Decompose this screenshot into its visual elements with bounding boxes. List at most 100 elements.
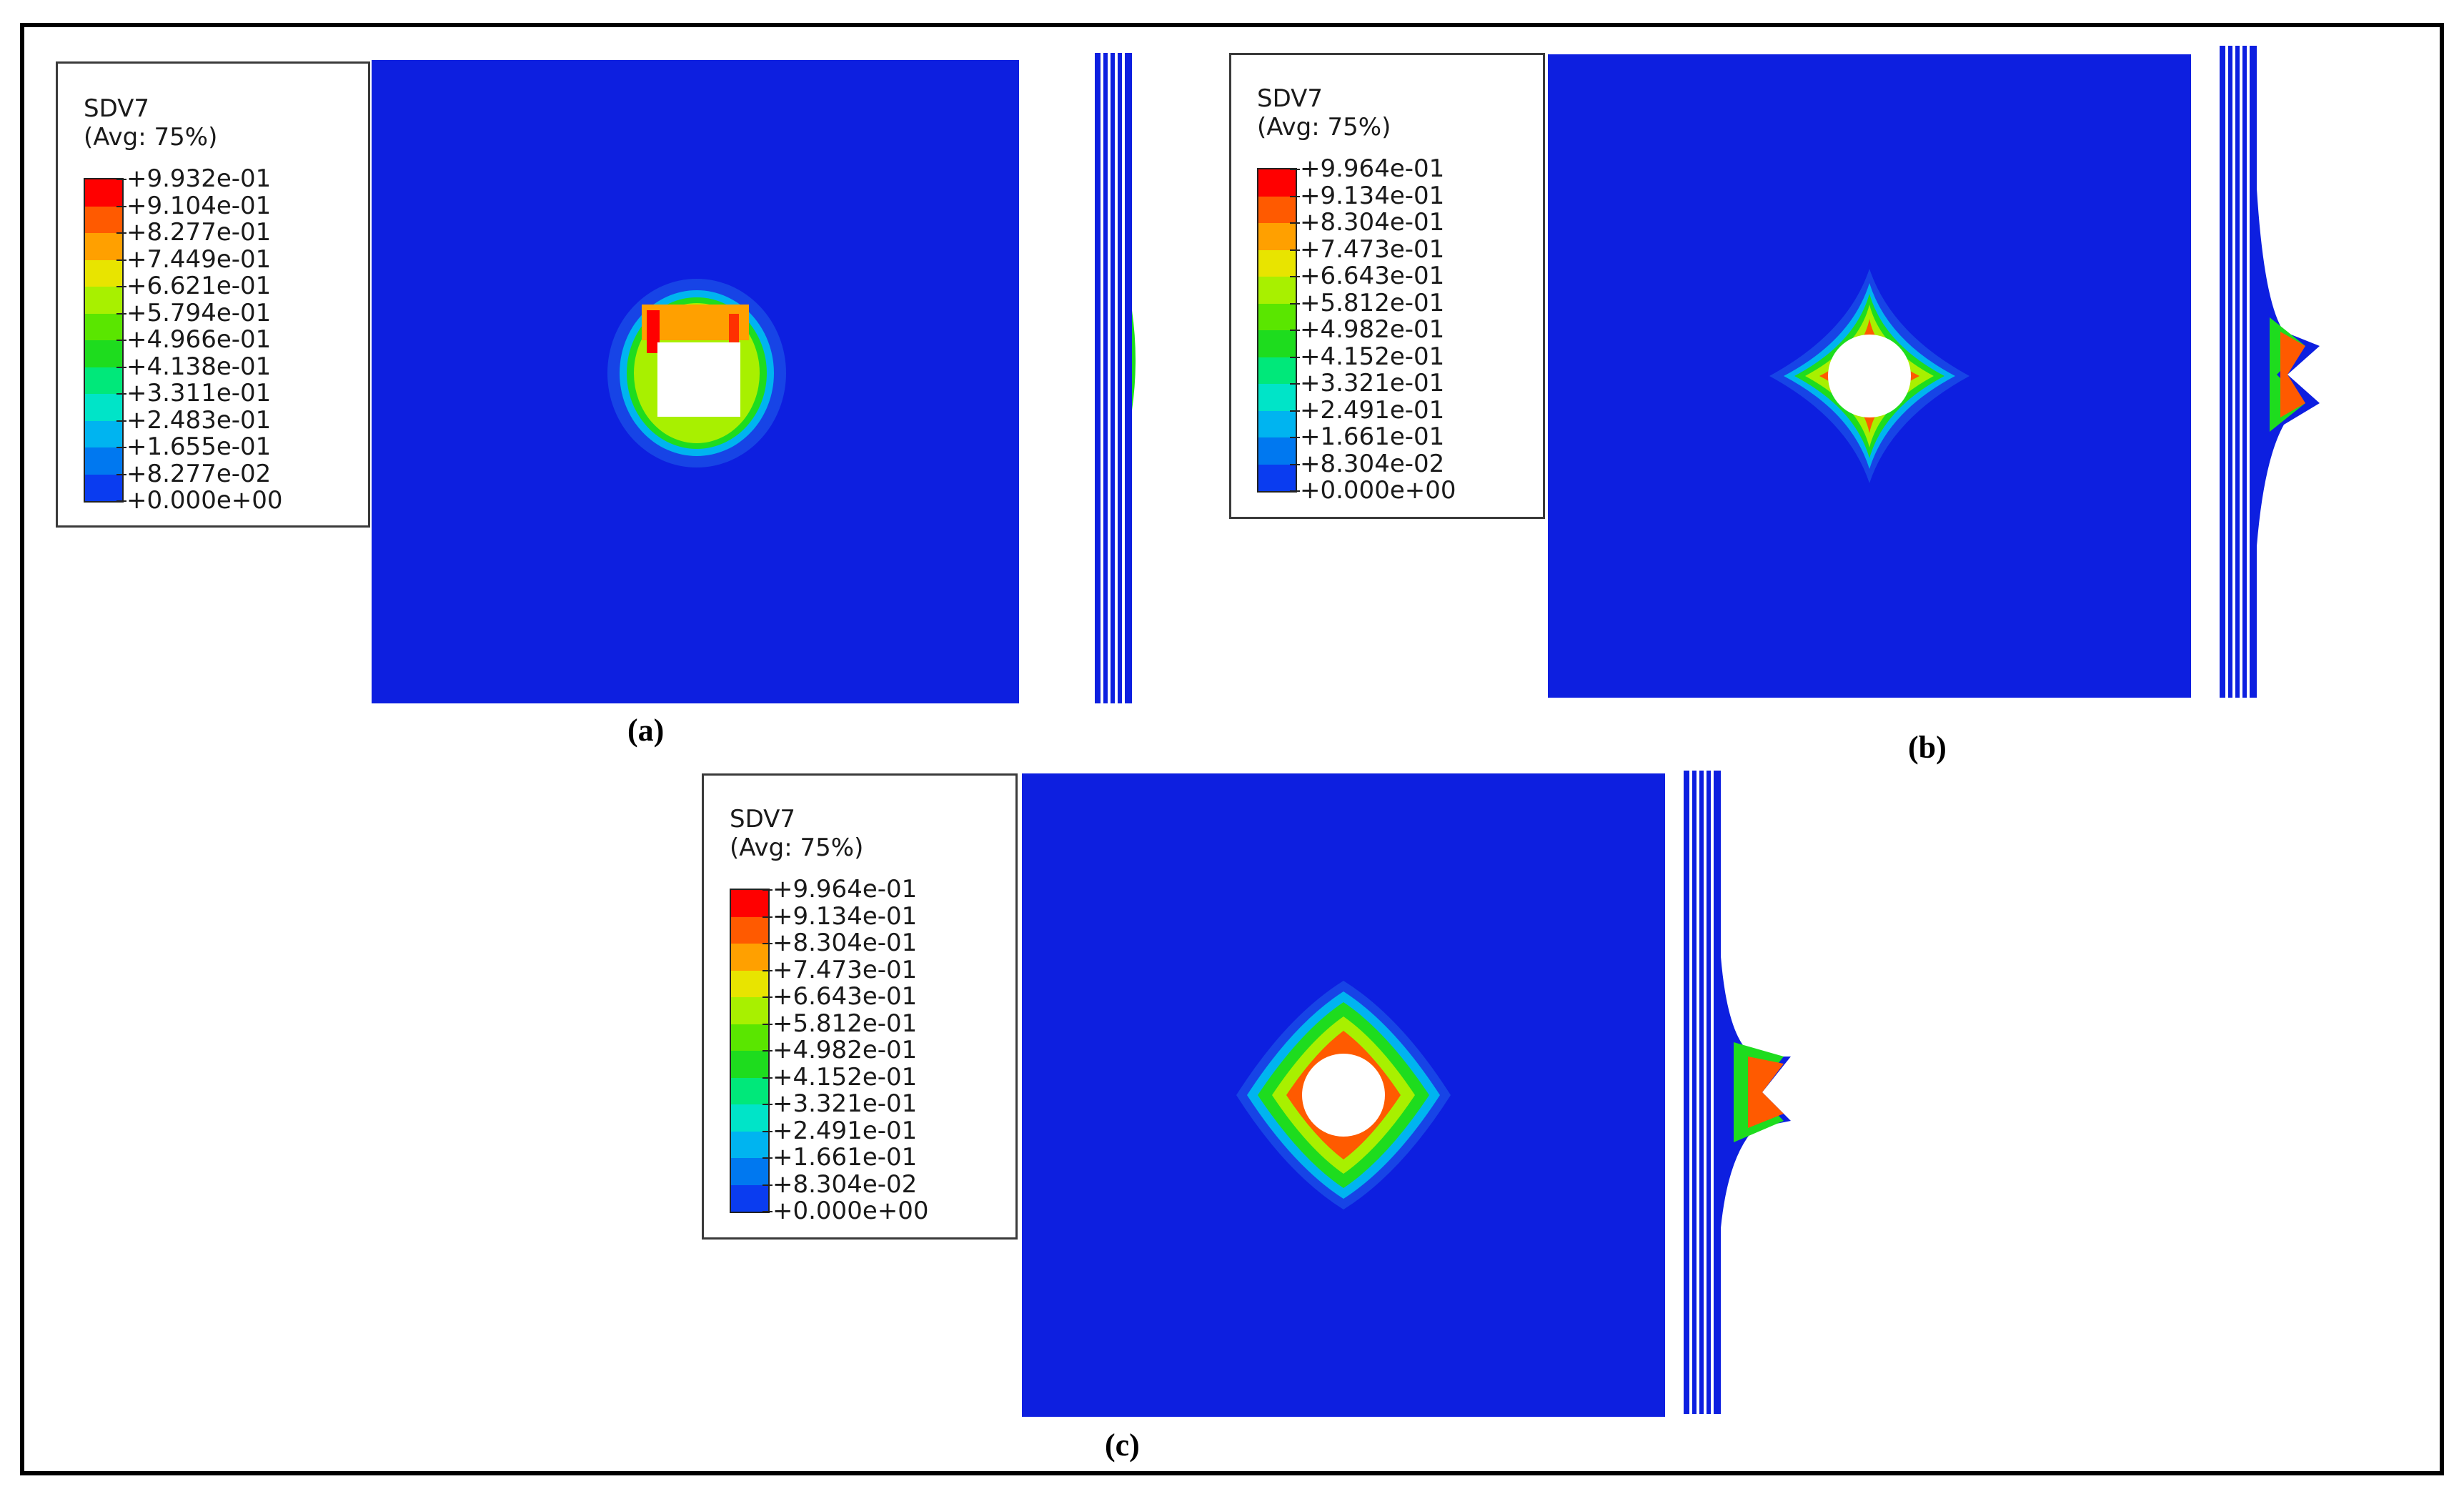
legend-tick-label: +0.000e+00	[762, 1197, 929, 1225]
color-bar-segment	[1258, 410, 1296, 437]
color-bar-segment	[1258, 303, 1296, 330]
legend-averaging: (Avg: 75%)	[1257, 113, 1391, 142]
legend-tick-label: +2.491e-01	[762, 1116, 918, 1145]
legend-tick-label: +5.812e-01	[1289, 288, 1445, 317]
legend-tick-label: +9.104e-01	[116, 191, 272, 220]
legend-tick-label: +6.621e-01	[116, 272, 272, 300]
legend-tick-label: +4.152e-01	[1289, 342, 1445, 371]
color-bar-segment	[85, 367, 122, 394]
legend-tick-label: +6.643e-01	[1289, 262, 1445, 290]
legend-tick-label: +1.661e-01	[762, 1143, 918, 1172]
color-bar-segment	[731, 1184, 768, 1212]
legend-variable: SDV7	[730, 805, 796, 833]
legend-tick-label: +8.304e-02	[1289, 449, 1445, 478]
color-bar-segment	[1258, 277, 1296, 304]
caption-b: (b)	[1908, 730, 1947, 765]
legend-tick-label: +4.152e-01	[762, 1062, 918, 1092]
legend-tick-label: +9.964e-01	[762, 875, 918, 904]
color-bar-segment	[85, 259, 122, 287]
color-bar-segment	[1258, 384, 1296, 411]
color-bar	[730, 889, 770, 1213]
legend-tick-label: +7.449e-01	[116, 244, 272, 274]
color-bar-segment	[731, 1104, 768, 1132]
color-bar-segment	[1258, 223, 1296, 250]
color-bar-segment	[731, 1131, 768, 1158]
color-bar-segment	[1258, 437, 1296, 465]
color-bar-segment	[85, 420, 122, 447]
legend-tick-label: +8.304e-02	[762, 1169, 918, 1199]
legend-averaging: (Avg: 75%)	[730, 833, 864, 862]
legend-tick-label: +5.794e-01	[116, 298, 272, 327]
legend-tick-label: +8.304e-01	[1289, 208, 1445, 237]
legend-variable: SDV7	[84, 94, 150, 123]
color-bar-segment	[85, 179, 122, 207]
color-bar-segment	[731, 1077, 768, 1104]
color-bar-segment	[1258, 196, 1296, 223]
legend-tick-label: +3.321e-01	[1289, 369, 1445, 397]
color-bar-segment	[731, 1158, 768, 1185]
legend-c: SDV7 (Avg: 75%) +9.964e-01 +9.134e-01 +8.3…	[702, 773, 1018, 1240]
legend-tick-label: +4.982e-01	[1289, 315, 1445, 344]
plate-side-view-c	[1684, 771, 1798, 1414]
plate-front-view-a	[372, 60, 1019, 703]
color-bar-segment	[1258, 249, 1296, 277]
color-bar-segment	[85, 233, 122, 260]
legend-tick-label: +5.812e-01	[762, 1009, 918, 1038]
legend-tick-label: +9.134e-01	[1289, 181, 1445, 210]
legend-tick-label: +9.964e-01	[1289, 154, 1445, 183]
legend-tick-label: +3.311e-01	[116, 379, 272, 407]
legend-tick-label: +8.277e-02	[116, 459, 272, 488]
legend-tick-label: +3.321e-01	[762, 1089, 918, 1118]
legend-tick-label: +7.473e-01	[762, 955, 918, 984]
legend-a: SDV7 (Avg: 75%) +9.932e-01 +9.104e-01 +8.2…	[56, 61, 370, 528]
damage-contour-c	[1022, 773, 1665, 1417]
color-bar-segment	[731, 1051, 768, 1078]
legend-tick-label: +8.277e-01	[116, 218, 272, 247]
color-bar-segment	[731, 916, 768, 944]
legend-tick-label: +8.304e-01	[762, 929, 918, 957]
legend-tick-label: +6.643e-01	[762, 982, 918, 1011]
color-bar-segment	[1258, 357, 1296, 384]
legend-tick-label: +4.138e-01	[116, 352, 272, 381]
color-bar-segment	[1258, 464, 1296, 491]
color-bar	[1257, 168, 1297, 493]
color-bar-segment	[85, 474, 122, 501]
color-bar-segment	[1258, 169, 1296, 197]
figure-frame	[20, 23, 2444, 1475]
color-bar-segment	[85, 340, 122, 367]
legend-tick-label: +9.134e-01	[762, 901, 918, 931]
legend-tick-label: +9.932e-01	[116, 164, 272, 193]
plate-side-view-a	[1095, 53, 1136, 703]
legend-variable: SDV7	[1257, 84, 1323, 113]
color-bar-segment	[731, 1024, 768, 1051]
color-bar	[84, 178, 124, 503]
color-bar-segment	[731, 890, 768, 917]
legend-averaging: (Avg: 75%)	[84, 123, 218, 152]
legend-tick-label: +7.473e-01	[1289, 234, 1445, 264]
legend-tick-label: +0.000e+00	[116, 486, 283, 515]
color-bar-segment	[85, 447, 122, 475]
legend-tick-label: +0.000e+00	[1290, 476, 1456, 505]
plate-front-view-b	[1548, 54, 2191, 698]
legend-tick-label: +2.491e-01	[1289, 395, 1445, 425]
caption-a: (a)	[627, 713, 665, 748]
damage-contour-a	[372, 60, 1019, 703]
caption-c: (c)	[1105, 1428, 1140, 1463]
color-bar-segment	[85, 287, 122, 314]
color-bar-segment	[731, 997, 768, 1024]
color-bar-segment	[731, 970, 768, 997]
color-bar-segment	[85, 206, 122, 233]
color-bar-segment	[1258, 330, 1296, 357]
color-bar-segment	[85, 394, 122, 421]
legend-tick-label: +1.655e-01	[116, 432, 272, 461]
legend-tick-label: +2.483e-01	[116, 405, 272, 435]
legend-tick-label: +4.982e-01	[762, 1036, 918, 1064]
legend-tick-label: +4.966e-01	[116, 325, 272, 354]
color-bar-segment	[731, 944, 768, 971]
legend-tick-label: +1.661e-01	[1289, 422, 1445, 451]
plate-front-view-c	[1022, 773, 1665, 1417]
legend-b: SDV7 (Avg: 75%) +9.964e-01 +9.134e-01 +8.3…	[1229, 53, 1545, 519]
color-bar-segment	[85, 313, 122, 340]
plate-side-view-b	[2220, 46, 2327, 698]
damage-contour-b	[1548, 54, 2191, 698]
